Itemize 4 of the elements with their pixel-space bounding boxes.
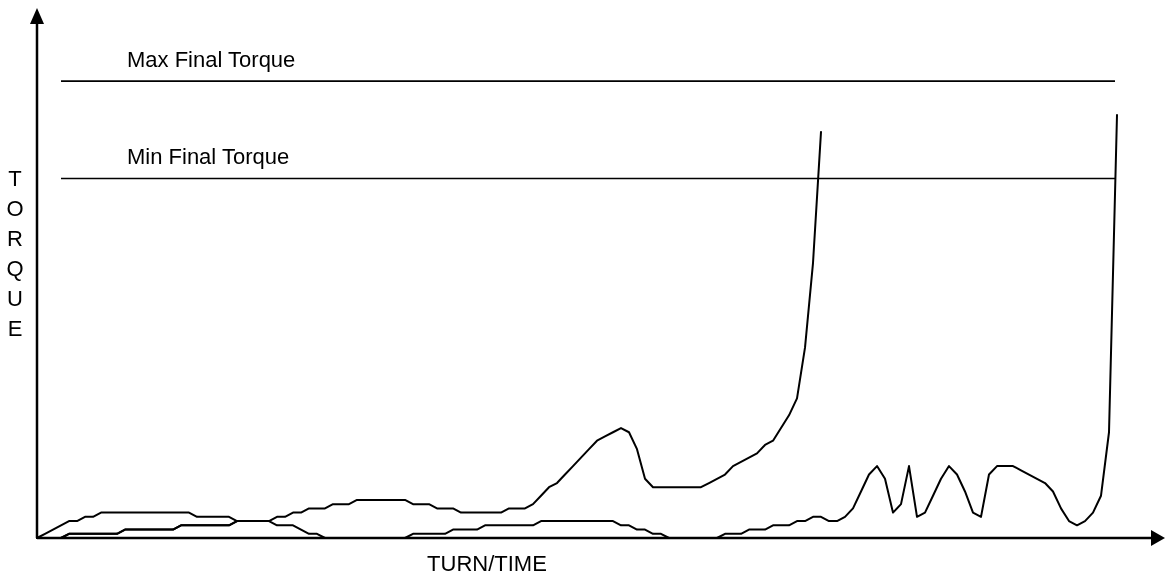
ref-line-label: Max Final Torque <box>127 47 296 73</box>
x-axis-title: TURN/TIME <box>427 551 547 576</box>
y-axis-title: TORQUE <box>6 166 24 341</box>
ref-line-label: Min Final Torque <box>127 144 290 170</box>
